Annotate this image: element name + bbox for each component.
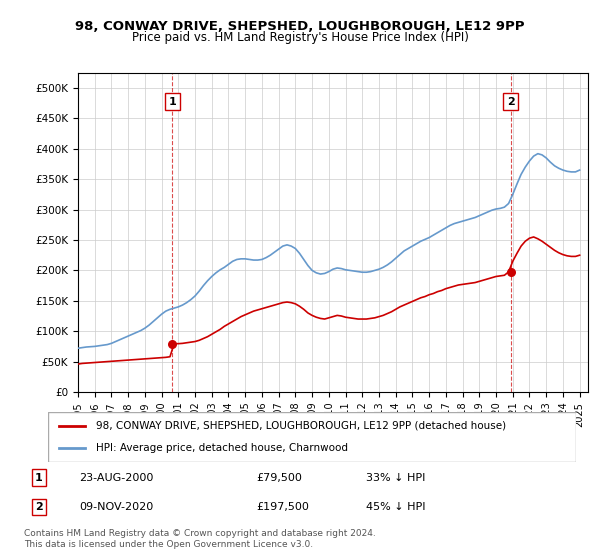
Text: 23-AUG-2000: 23-AUG-2000 bbox=[79, 473, 154, 483]
Text: 1: 1 bbox=[169, 96, 176, 106]
Text: £79,500: £79,500 bbox=[256, 473, 302, 483]
Point bbox=[167, 339, 177, 348]
Text: 2: 2 bbox=[507, 96, 514, 106]
FancyBboxPatch shape bbox=[48, 412, 576, 462]
Text: 98, CONWAY DRIVE, SHEPSHED, LOUGHBOROUGH, LE12 9PP (detached house): 98, CONWAY DRIVE, SHEPSHED, LOUGHBOROUGH… bbox=[95, 421, 506, 431]
Text: HPI: Average price, detached house, Charnwood: HPI: Average price, detached house, Char… bbox=[95, 443, 347, 453]
Point bbox=[506, 268, 515, 277]
Text: 98, CONWAY DRIVE, SHEPSHED, LOUGHBOROUGH, LE12 9PP: 98, CONWAY DRIVE, SHEPSHED, LOUGHBOROUGH… bbox=[75, 20, 525, 32]
Text: 33% ↓ HPI: 33% ↓ HPI bbox=[366, 473, 425, 483]
Text: 45% ↓ HPI: 45% ↓ HPI bbox=[366, 502, 426, 512]
Text: Price paid vs. HM Land Registry's House Price Index (HPI): Price paid vs. HM Land Registry's House … bbox=[131, 31, 469, 44]
Text: 09-NOV-2020: 09-NOV-2020 bbox=[79, 502, 154, 512]
Text: £197,500: £197,500 bbox=[256, 502, 309, 512]
Text: 2: 2 bbox=[35, 502, 43, 512]
Text: Contains HM Land Registry data © Crown copyright and database right 2024.
This d: Contains HM Land Registry data © Crown c… bbox=[24, 529, 376, 549]
Text: 1: 1 bbox=[35, 473, 43, 483]
